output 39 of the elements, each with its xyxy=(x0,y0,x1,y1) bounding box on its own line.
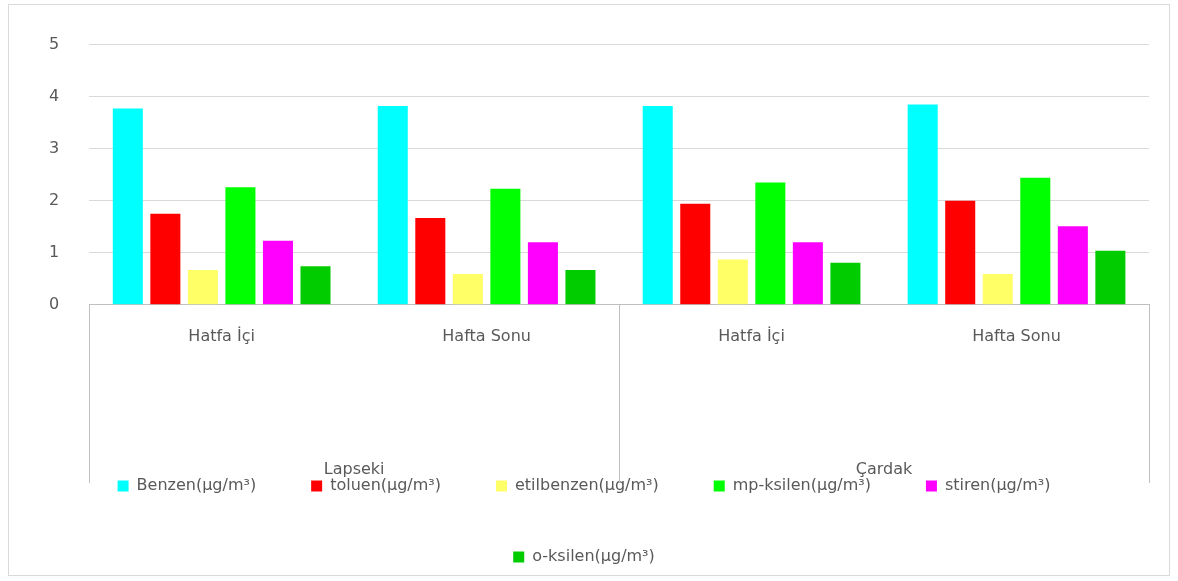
y-tick-label: 3 xyxy=(48,137,60,157)
text: Lapseki xyxy=(323,459,385,479)
bar xyxy=(150,213,181,305)
legend-label: stiren(µg/m³) xyxy=(944,475,1051,495)
bar xyxy=(982,274,1013,305)
legend-label: Benzen(µg/m³) xyxy=(136,475,257,495)
bar xyxy=(452,274,483,305)
y-tick-label: 2 xyxy=(48,189,60,209)
bar xyxy=(680,203,711,305)
x-tick-label: Hafta Sonu xyxy=(442,325,531,345)
legend-label: etilbenzen(µg/m³) xyxy=(514,475,659,495)
bar xyxy=(1057,226,1088,305)
bar xyxy=(527,242,558,305)
bar xyxy=(830,262,861,305)
y-tick-label: 1 xyxy=(48,241,60,261)
x-tick-label: Hatfa İçi xyxy=(188,325,255,345)
bar xyxy=(565,269,596,305)
x-tick-label: Hatfa İçi xyxy=(718,325,785,345)
bar xyxy=(225,187,256,305)
legend-label: o-ksilen(µg/m³) xyxy=(532,546,655,566)
bar xyxy=(755,182,786,305)
bar xyxy=(907,104,938,305)
bar xyxy=(792,242,823,305)
bar xyxy=(1020,177,1051,305)
y-tick-label: 4 xyxy=(48,85,60,105)
bar xyxy=(415,217,446,305)
bar xyxy=(717,259,748,305)
bar xyxy=(187,269,218,305)
x-tick-label: Hafta Sonu xyxy=(972,325,1061,345)
bar xyxy=(377,106,408,305)
bar xyxy=(112,108,143,305)
bar xyxy=(490,188,521,305)
bar xyxy=(1095,250,1126,305)
y-tick-label: 0 xyxy=(48,293,60,313)
bar xyxy=(945,200,976,305)
bar xyxy=(262,240,293,305)
bar xyxy=(642,106,673,305)
y-tick-label: 5 xyxy=(48,33,60,53)
bar xyxy=(300,266,331,305)
